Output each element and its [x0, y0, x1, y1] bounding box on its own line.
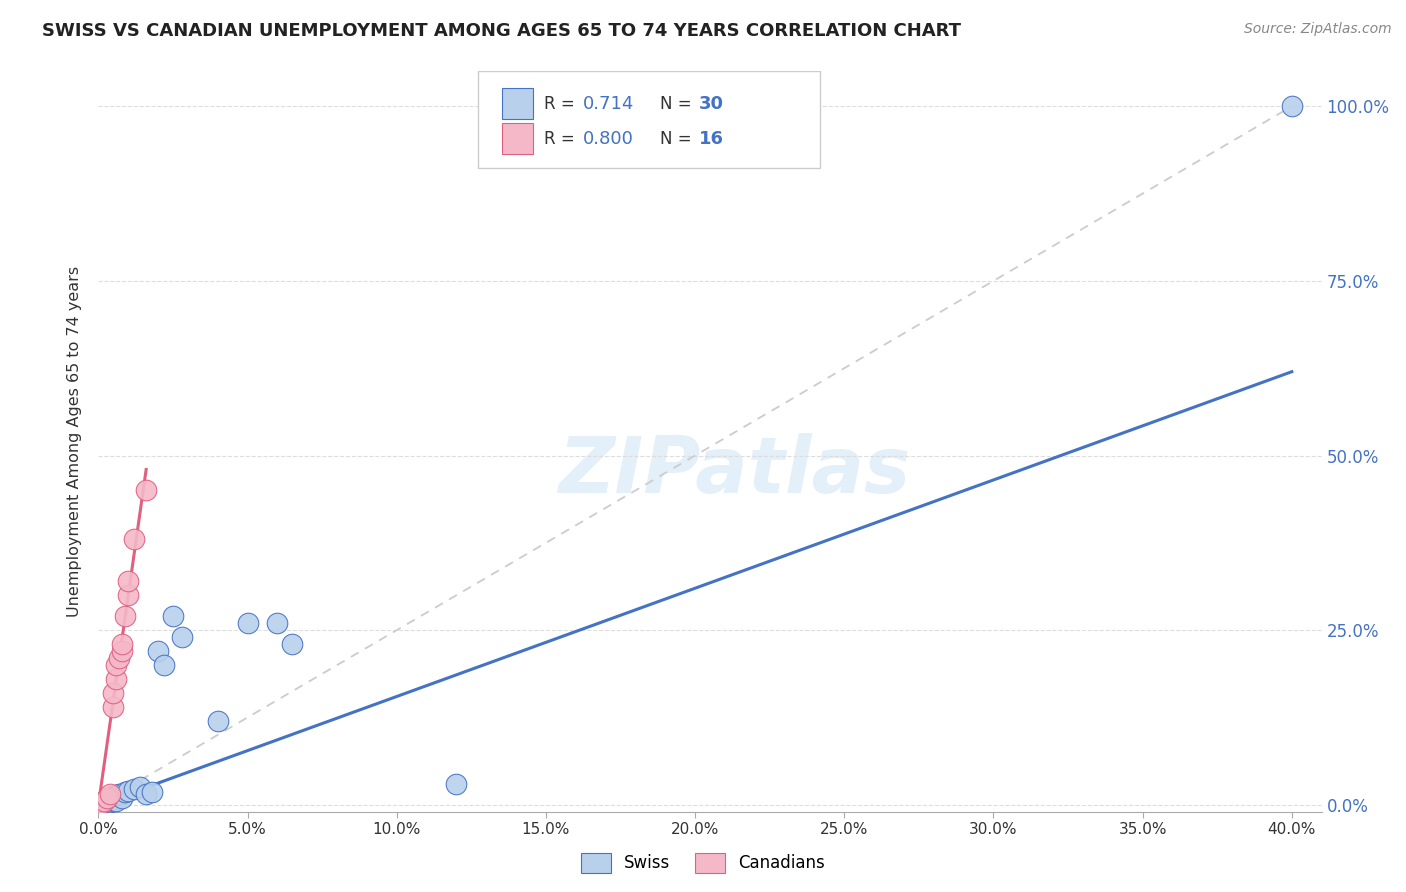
- Point: [153, 658, 176, 673]
- Point: [105, 788, 128, 802]
- Point: [93, 797, 115, 811]
- Text: R =: R =: [544, 95, 579, 113]
- Text: Source: ZipAtlas.com: Source: ZipAtlas.com: [1244, 22, 1392, 37]
- FancyBboxPatch shape: [502, 123, 533, 154]
- Point: [108, 787, 131, 801]
- Point: [111, 637, 134, 651]
- Text: R =: R =: [544, 129, 579, 148]
- Text: 30: 30: [699, 95, 724, 113]
- Point: [90, 796, 112, 810]
- Point: [446, 777, 468, 791]
- Point: [129, 780, 152, 795]
- Point: [207, 714, 229, 728]
- Point: [105, 793, 128, 807]
- Text: 16: 16: [699, 129, 724, 148]
- Text: ZIPatlas: ZIPatlas: [558, 434, 911, 509]
- Point: [135, 787, 157, 801]
- Text: 0.800: 0.800: [583, 129, 634, 148]
- Point: [105, 672, 128, 686]
- Text: N =: N =: [659, 95, 697, 113]
- Point: [146, 644, 169, 658]
- Point: [105, 658, 128, 673]
- Point: [103, 794, 125, 808]
- Point: [266, 616, 288, 631]
- Point: [114, 609, 136, 624]
- Point: [135, 483, 157, 498]
- Point: [281, 637, 304, 651]
- FancyBboxPatch shape: [502, 88, 533, 120]
- Point: [98, 792, 121, 806]
- Point: [141, 785, 163, 799]
- Point: [122, 533, 145, 547]
- Text: N =: N =: [659, 129, 697, 148]
- FancyBboxPatch shape: [478, 71, 820, 168]
- Point: [1281, 99, 1303, 113]
- Point: [103, 686, 125, 700]
- Point: [111, 644, 134, 658]
- Point: [117, 784, 139, 798]
- Point: [122, 782, 145, 797]
- Point: [236, 616, 259, 631]
- Point: [103, 789, 125, 804]
- Point: [170, 630, 193, 644]
- Y-axis label: Unemployment Among Ages 65 to 74 years: Unemployment Among Ages 65 to 74 years: [67, 266, 83, 617]
- Point: [90, 796, 112, 810]
- Point: [111, 790, 134, 805]
- Point: [93, 794, 115, 808]
- Point: [117, 574, 139, 589]
- Point: [117, 588, 139, 602]
- Point: [93, 795, 115, 809]
- Point: [96, 794, 118, 808]
- Point: [108, 651, 131, 665]
- Point: [114, 785, 136, 799]
- Point: [96, 796, 118, 810]
- Point: [96, 790, 118, 805]
- Legend: Swiss, Canadians: Swiss, Canadians: [574, 847, 832, 880]
- Point: [162, 609, 184, 624]
- Point: [90, 797, 112, 811]
- Point: [103, 700, 125, 714]
- Text: 0.714: 0.714: [583, 95, 634, 113]
- Point: [98, 795, 121, 809]
- Text: SWISS VS CANADIAN UNEMPLOYMENT AMONG AGES 65 TO 74 YEARS CORRELATION CHART: SWISS VS CANADIAN UNEMPLOYMENT AMONG AGE…: [42, 22, 962, 40]
- Point: [98, 787, 121, 801]
